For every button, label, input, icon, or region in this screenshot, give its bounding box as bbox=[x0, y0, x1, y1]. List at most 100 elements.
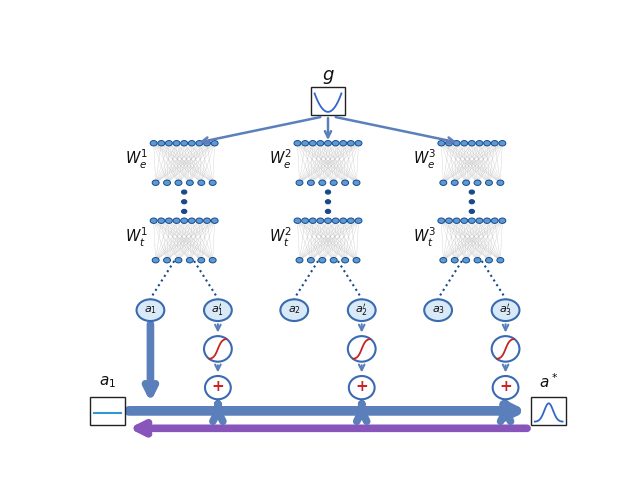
Circle shape bbox=[211, 218, 218, 223]
Bar bbox=[311, 87, 345, 115]
Circle shape bbox=[165, 218, 172, 223]
Circle shape bbox=[180, 218, 188, 223]
Circle shape bbox=[164, 180, 170, 186]
Circle shape bbox=[317, 218, 324, 223]
Circle shape bbox=[332, 218, 339, 223]
Circle shape bbox=[294, 218, 301, 223]
Bar bbox=[90, 397, 125, 425]
Circle shape bbox=[474, 258, 481, 263]
Circle shape bbox=[294, 140, 301, 146]
Circle shape bbox=[353, 180, 360, 186]
Circle shape bbox=[348, 218, 355, 223]
Circle shape bbox=[348, 140, 355, 146]
Circle shape bbox=[150, 218, 157, 223]
Circle shape bbox=[182, 190, 187, 194]
Circle shape bbox=[188, 218, 195, 223]
Circle shape bbox=[198, 180, 205, 186]
Text: +: + bbox=[499, 379, 512, 394]
Circle shape bbox=[175, 180, 182, 186]
Circle shape bbox=[324, 140, 332, 146]
Circle shape bbox=[438, 140, 445, 146]
Circle shape bbox=[342, 258, 349, 263]
Circle shape bbox=[499, 140, 506, 146]
Circle shape bbox=[209, 258, 216, 263]
Circle shape bbox=[424, 299, 452, 321]
Circle shape bbox=[196, 140, 203, 146]
Circle shape bbox=[492, 218, 498, 223]
Circle shape bbox=[355, 218, 362, 223]
Circle shape bbox=[165, 140, 172, 146]
Circle shape bbox=[158, 140, 164, 146]
Circle shape bbox=[204, 218, 211, 223]
Ellipse shape bbox=[493, 376, 518, 399]
Circle shape bbox=[326, 190, 330, 194]
Circle shape bbox=[348, 299, 376, 321]
Circle shape bbox=[342, 180, 349, 186]
Circle shape bbox=[317, 140, 324, 146]
Text: $a_2$: $a_2$ bbox=[288, 304, 301, 316]
Circle shape bbox=[301, 140, 308, 146]
Bar bbox=[531, 397, 566, 425]
Circle shape bbox=[301, 218, 308, 223]
Circle shape bbox=[469, 190, 474, 194]
Circle shape bbox=[319, 258, 326, 263]
Circle shape bbox=[180, 140, 188, 146]
Text: $W_t^{3}$: $W_t^{3}$ bbox=[413, 226, 436, 249]
Circle shape bbox=[476, 140, 483, 146]
Circle shape bbox=[186, 258, 193, 263]
Circle shape bbox=[445, 218, 452, 223]
Circle shape bbox=[324, 218, 332, 223]
Circle shape bbox=[468, 140, 476, 146]
Circle shape bbox=[296, 180, 303, 186]
Circle shape bbox=[461, 140, 468, 146]
Circle shape bbox=[204, 140, 211, 146]
Circle shape bbox=[453, 218, 460, 223]
Circle shape bbox=[463, 180, 470, 186]
Circle shape bbox=[353, 258, 360, 263]
Circle shape bbox=[150, 140, 157, 146]
Circle shape bbox=[332, 140, 339, 146]
Circle shape bbox=[468, 218, 476, 223]
Circle shape bbox=[188, 140, 195, 146]
Circle shape bbox=[164, 258, 170, 263]
Circle shape bbox=[438, 218, 445, 223]
Circle shape bbox=[280, 299, 308, 321]
Text: $W_e^{1}$: $W_e^{1}$ bbox=[125, 148, 148, 172]
Circle shape bbox=[469, 200, 474, 204]
Circle shape bbox=[173, 140, 180, 146]
Circle shape bbox=[152, 180, 159, 186]
Circle shape bbox=[474, 180, 481, 186]
Circle shape bbox=[492, 299, 520, 321]
Circle shape bbox=[484, 140, 491, 146]
Ellipse shape bbox=[348, 336, 376, 362]
Circle shape bbox=[307, 258, 314, 263]
Text: $a_3$: $a_3$ bbox=[431, 304, 445, 316]
Text: +: + bbox=[355, 379, 368, 394]
Text: $g$: $g$ bbox=[322, 67, 334, 86]
Text: $W_t^{2}$: $W_t^{2}$ bbox=[269, 226, 292, 249]
Text: $a_3'$: $a_3'$ bbox=[499, 302, 512, 318]
Circle shape bbox=[152, 258, 159, 263]
Circle shape bbox=[296, 258, 303, 263]
Circle shape bbox=[445, 140, 452, 146]
Circle shape bbox=[461, 218, 468, 223]
Ellipse shape bbox=[205, 376, 231, 399]
Text: $a_1'$: $a_1'$ bbox=[211, 302, 225, 318]
Ellipse shape bbox=[349, 376, 374, 399]
Circle shape bbox=[476, 218, 483, 223]
Ellipse shape bbox=[204, 336, 232, 362]
Circle shape bbox=[186, 180, 193, 186]
Circle shape bbox=[182, 200, 187, 204]
Circle shape bbox=[211, 140, 218, 146]
Circle shape bbox=[136, 299, 164, 321]
Circle shape bbox=[326, 209, 330, 213]
Circle shape bbox=[340, 140, 347, 146]
Circle shape bbox=[492, 140, 498, 146]
Circle shape bbox=[319, 180, 326, 186]
Circle shape bbox=[309, 140, 316, 146]
Circle shape bbox=[355, 140, 362, 146]
Circle shape bbox=[440, 258, 447, 263]
Circle shape bbox=[326, 200, 330, 204]
Circle shape bbox=[486, 180, 492, 186]
Circle shape bbox=[463, 258, 470, 263]
